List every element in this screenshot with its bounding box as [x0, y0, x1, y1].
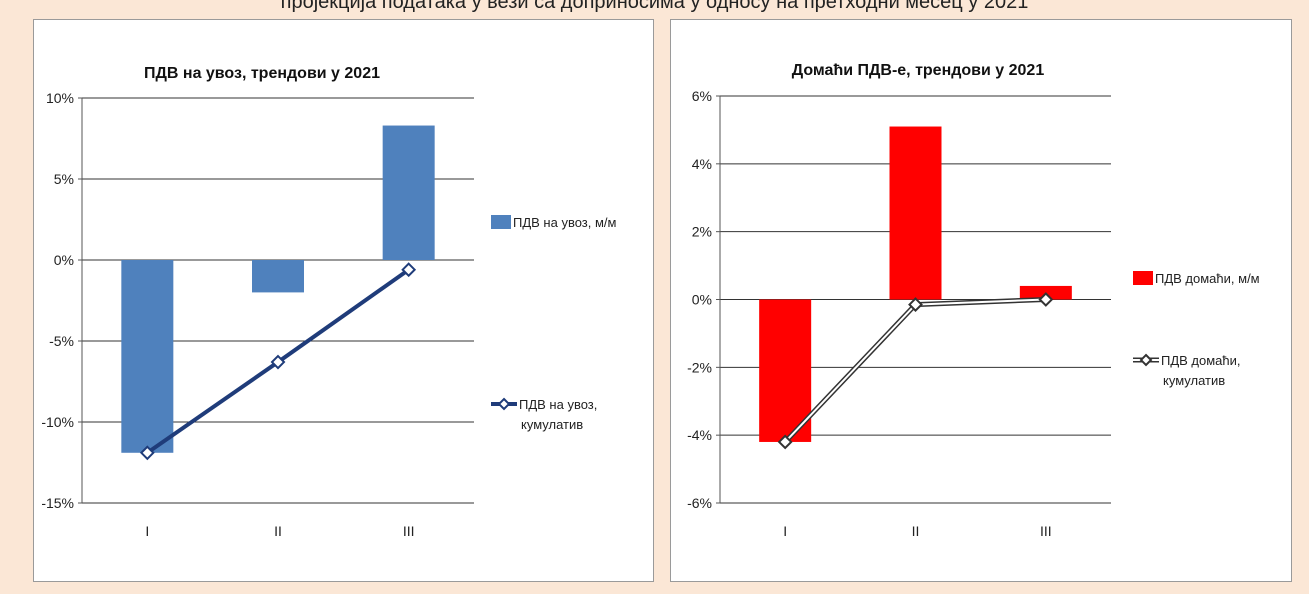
chart1-legend-line-label: ПДВ на увоз, кумулатив	[519, 397, 597, 432]
chart2-line-point	[908, 297, 923, 313]
chart2-series-line-inner	[784, 298, 1046, 443]
chart2-line-point	[777, 434, 793, 450]
chart2-bar	[889, 126, 942, 300]
chart1-legend-line-marker	[497, 397, 511, 411]
chart1-bar	[252, 260, 304, 293]
top-caption: пројекција података у вези са доприносим…	[280, 0, 1029, 13]
chart2-y-tick-label: -6%	[687, 495, 712, 511]
chart2-legend-line-marker	[1139, 353, 1153, 367]
chart2-y-tick-label: -2%	[687, 359, 712, 375]
chart1-line-point	[139, 445, 155, 461]
chart2-line-point	[1038, 292, 1054, 307]
chart1-line-point	[401, 262, 417, 278]
chart1-bar	[382, 125, 435, 260]
chart2-y-tick-label: 2%	[692, 224, 712, 240]
chart1-legend-bar-swatch	[491, 215, 511, 229]
chart2-y-tick-label: 6%	[692, 88, 712, 104]
chart1-y-tick-label: -10%	[41, 414, 74, 430]
chart2-x-tick-label: I	[783, 523, 787, 539]
chart2-legend-bar-swatch	[1133, 271, 1153, 285]
chart2-y-tick-label: -4%	[687, 427, 712, 443]
chart2-x-tick-label: II	[912, 523, 920, 539]
chart1-title: ПДВ на увоз, трендови у 2021	[144, 65, 380, 82]
chart1-y-tick-label: -15%	[41, 495, 74, 511]
chart2-series-line	[783, 297, 1046, 444]
chart2-x-tick-label: III	[1040, 523, 1052, 539]
chart2-y-tick-label: 4%	[692, 156, 712, 172]
chart-panel-domestic-vat: Домаћи ПДВ-е, трендови у 2021 6% 4% 2% 0% -2%…	[670, 19, 1292, 582]
domestic-vat-chart: Домаћи ПДВ-е, трендови у 2021 6% 4% 2% 0% -2%…	[687, 62, 1260, 539]
chart1-x-tick-label: III	[403, 523, 415, 539]
chart1-x-tick-label: I	[145, 523, 149, 539]
chart2-title: Домаћи ПДВ-е, трендови у 2021	[792, 62, 1045, 79]
chart2-bar	[759, 299, 812, 442]
chart2-legend-line-label: ПДВ домаћи, кумулатив	[1161, 353, 1241, 388]
import-vat-chart: ПДВ на увоз, трендови у 2021 10% 5% 0% -5% -1…	[41, 65, 617, 539]
chart1-x-tick-label: II	[274, 523, 282, 539]
chart1-legend-bar-label: ПДВ на увоз, м/м	[513, 215, 617, 230]
chart1-y-tick-label: 5%	[54, 171, 74, 187]
chart1-y-tick-label: 10%	[46, 90, 74, 106]
chart2-y-tick-label: 0%	[692, 292, 712, 308]
chart1-y-tick-label: -5%	[49, 333, 74, 349]
chart1-bar	[121, 260, 174, 453]
chart1-y-tick-label: 0%	[54, 252, 74, 268]
chart2-legend-bar-label: ПДВ домаћи, м/м	[1155, 271, 1260, 286]
chart1-line-point	[270, 354, 286, 370]
chart-panel-import-vat: ПДВ на увоз, трендови у 2021 10% 5% 0% -5% -1…	[33, 19, 654, 582]
